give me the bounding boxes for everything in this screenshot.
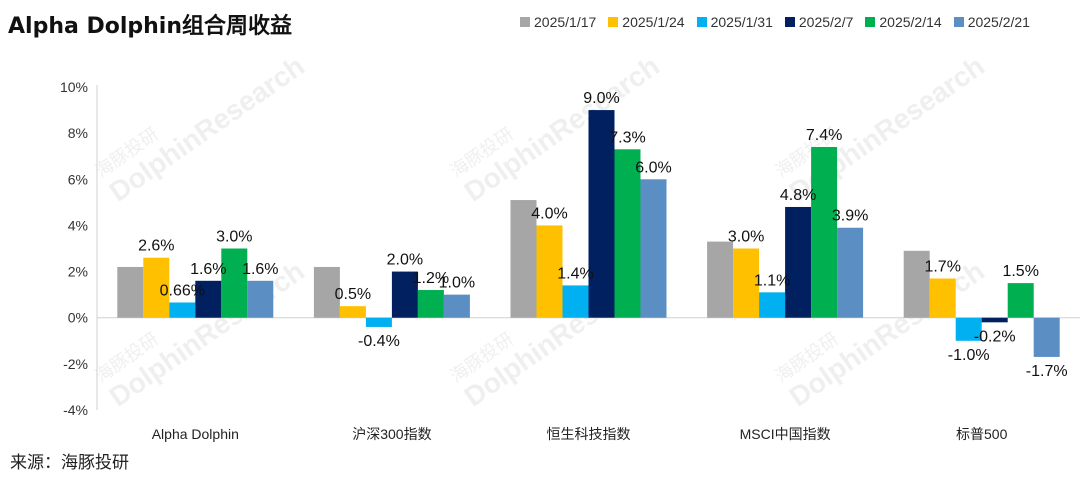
data-label: 1.6%: [190, 261, 226, 278]
legend-label: 2025/1/24: [622, 14, 685, 30]
data-label: 3.9%: [832, 208, 868, 225]
legend-swatch: [520, 17, 530, 27]
bar: [247, 280, 274, 318]
bar: [811, 146, 838, 318]
legend-item: 2025/2/14: [865, 14, 942, 30]
bar: [339, 306, 366, 318]
legend-label: 2025/1/31: [710, 14, 773, 30]
source-note: 来源：海豚投研: [10, 453, 129, 473]
data-label: 3.0%: [216, 229, 252, 246]
legend-swatch: [608, 17, 619, 27]
data-label: 1.0%: [439, 275, 475, 292]
data-label: 1.4%: [557, 265, 593, 282]
bar: [1007, 283, 1034, 318]
legend-item: 2025/1/31: [696, 14, 773, 30]
bar: [143, 257, 170, 318]
bar: [365, 317, 392, 327]
bar: [117, 266, 144, 318]
legend-swatch: [696, 17, 707, 27]
data-label: 1.1%: [754, 272, 790, 289]
legend-item: 2025/2/21: [953, 14, 1030, 30]
bar: [588, 110, 615, 318]
data-label: 1.5%: [1002, 263, 1038, 280]
data-label: -1.0%: [948, 347, 990, 364]
data-label: 4.0%: [531, 205, 567, 222]
data-label: 4.8%: [780, 187, 816, 204]
legend-item: 2025/1/24: [608, 14, 685, 30]
bar: [221, 248, 248, 318]
legend-swatch: [784, 17, 795, 27]
chart-legend: 2025/1/17 2025/1/24 2025/1/31 2025/2/7 2025/…: [520, 14, 1030, 30]
legend-swatch: [953, 17, 964, 27]
bar: [562, 285, 589, 318]
y-tick-label: 8%: [68, 125, 88, 141]
bar: [614, 149, 641, 318]
legend-item: 2025/1/17: [520, 14, 596, 30]
legend-label: 2025/2/7: [798, 14, 854, 30]
data-label: 1.2%: [413, 270, 449, 287]
data-label: 7.4%: [806, 127, 842, 144]
bar: [837, 227, 864, 318]
x-category-label: 沪深300指数: [352, 426, 431, 442]
y-tick-label: -4%: [63, 402, 88, 418]
chart-bars: [117, 110, 1060, 357]
data-label: 2.6%: [138, 238, 174, 255]
data-label: 1.7%: [924, 258, 960, 275]
data-label: 3.0%: [728, 229, 764, 246]
x-category-label: 标普500: [956, 426, 1008, 442]
legend-label: 2025/1/17: [534, 14, 597, 30]
y-tick-label: 10%: [60, 79, 88, 95]
bar: [929, 278, 956, 318]
bar: [536, 225, 563, 318]
y-tick-label: 0%: [68, 310, 88, 326]
bar: [733, 248, 760, 318]
bar: [955, 317, 982, 341]
data-label: 0.66%: [160, 282, 205, 299]
data-label: 6.0%: [635, 159, 671, 176]
data-label: -0.2%: [974, 328, 1016, 345]
x-category-label: MSCI中国指数: [740, 426, 831, 442]
data-label: 1.6%: [242, 261, 278, 278]
legend-item: 2025/2/7: [784, 14, 854, 30]
watermark-en-text: DolphinResearch: [104, 50, 310, 207]
bar: [510, 200, 537, 318]
bar: [1033, 317, 1060, 357]
y-tick-label: 6%: [68, 171, 88, 187]
bar: [640, 179, 667, 318]
bar: [417, 290, 444, 318]
x-category-label: Alpha Dolphin: [152, 426, 239, 442]
bar: [981, 317, 1008, 323]
x-category-label: 恒生科技指数: [547, 426, 631, 442]
y-tick-label: 4%: [68, 217, 88, 233]
y-tick-label: 2%: [68, 264, 88, 280]
bar: [391, 271, 418, 318]
bar: [707, 241, 734, 318]
bar: [169, 302, 196, 318]
data-label: 0.5%: [335, 286, 371, 303]
data-label: 2.0%: [387, 252, 423, 269]
y-tick-label: -2%: [63, 356, 88, 372]
bar: [759, 292, 786, 318]
legend-swatch: [865, 17, 876, 27]
legend-label: 2025/2/14: [879, 14, 942, 30]
chart-title: Alpha Dolphin组合周收益: [8, 14, 293, 39]
bar: [195, 280, 222, 318]
data-label: -1.7%: [1026, 363, 1068, 380]
legend-label: 2025/2/21: [967, 14, 1030, 30]
bar: [313, 266, 340, 318]
chart-axes: -4% -2% 0% 2% 4% 6% 8% 10% Alpha Dolphin 沪深300指数 恒…: [60, 79, 1080, 442]
bar: [443, 294, 470, 318]
bar: [903, 250, 930, 318]
data-label: 7.3%: [609, 129, 645, 146]
bar: [785, 206, 812, 318]
chart-data-labels: 2.6% 0.5% 4.0% 3.0% 1.7% 0.66% -0.4% 1.4% 1.1% -1…: [138, 90, 1068, 380]
data-label: -0.4%: [358, 333, 400, 350]
data-label: 9.0%: [583, 90, 619, 107]
